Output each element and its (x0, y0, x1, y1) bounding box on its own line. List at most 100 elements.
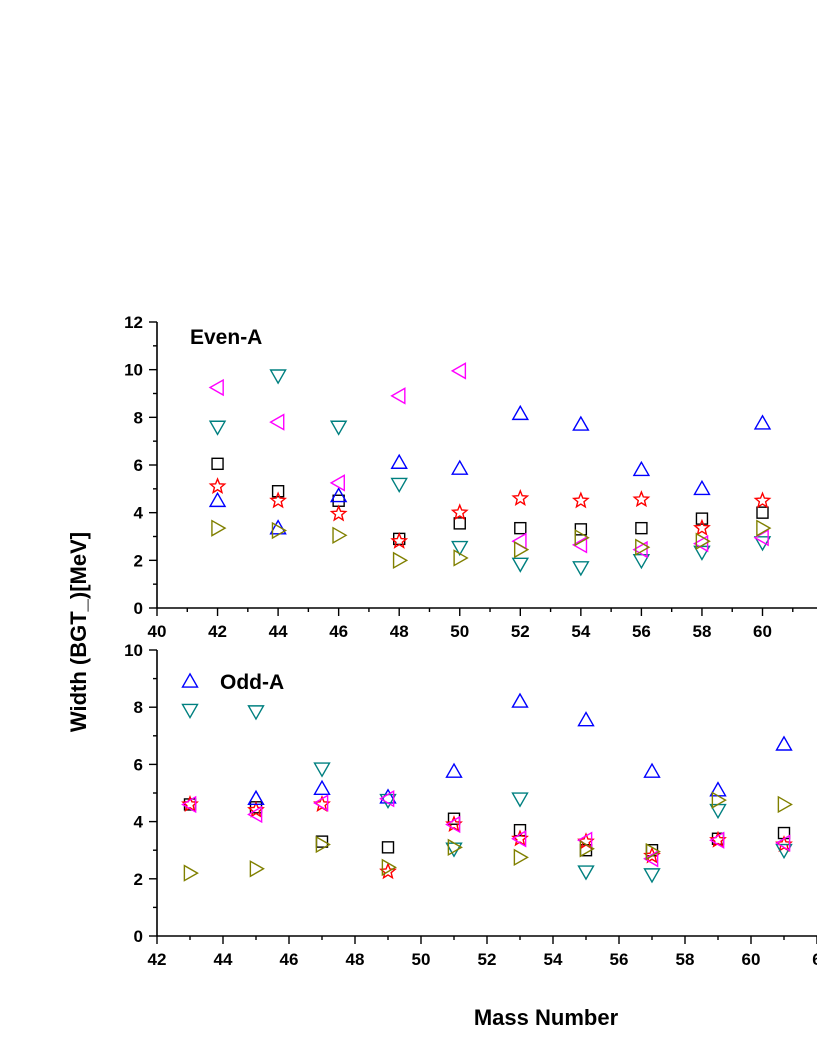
even-point-star (450, 503, 469, 521)
odd-point-tri_down (643, 868, 661, 884)
odd-point-tri_right (579, 840, 595, 858)
even-series-square (211, 457, 769, 546)
even-point-tri_right (271, 521, 288, 540)
even-point-tri_left (450, 362, 467, 380)
even-point-tri_up (451, 459, 469, 475)
even-point-tri_right (635, 538, 651, 556)
even-point-star (753, 491, 772, 509)
odd-point-tri_down (313, 762, 331, 778)
odd-series-tri_down (181, 703, 793, 884)
even-point-tri_down (572, 561, 590, 577)
odd-series-star (181, 795, 793, 880)
odd-x-tick-label: 50 (412, 950, 431, 969)
even-point-star (571, 491, 590, 509)
even-x-tick-label: 42 (208, 622, 227, 641)
odd-point-tri_up (247, 789, 265, 806)
odd-point-tri_down (181, 703, 199, 719)
even-point-tri_down (390, 477, 408, 493)
odd-x-tick-label: 58 (676, 950, 695, 969)
odd-point-tri_left (775, 834, 791, 852)
odd-x-tick-label: 46 (280, 950, 299, 969)
even-point-tri_left (632, 540, 648, 559)
odd-x-tick-label: 48 (346, 950, 365, 969)
even-point-tri_right (332, 526, 348, 545)
odd-x-tick-label: 56 (610, 950, 629, 969)
even-x-tick-label: 44 (269, 622, 288, 641)
odd-y-tick-label: 0 (134, 927, 143, 946)
odd-y-tick-label: 10 (124, 641, 143, 660)
even-y-tick-label: 4 (134, 504, 144, 523)
odd-point-tri_up (577, 711, 595, 727)
odd-point-tri_left (709, 831, 725, 849)
even-point-tri_left (390, 387, 406, 405)
even-point-tri_left (208, 378, 224, 397)
odd-x-tick-label: 44 (214, 950, 233, 969)
odd-y-tick-label: 4 (134, 813, 144, 832)
odd-point-tri_right (777, 795, 793, 814)
even-point-square (574, 523, 588, 536)
even-series-tri_left (208, 362, 769, 559)
even-point-tri_down (208, 420, 227, 436)
even-point-tri_left (753, 528, 769, 547)
even-series-tri_up (208, 404, 772, 535)
odd-point-tri_right (183, 864, 199, 882)
odd-point-tri_left (445, 815, 461, 834)
odd-y-tick-label: 6 (134, 755, 143, 774)
even-point-tri_down (269, 369, 287, 385)
even-y-tick-label: 10 (124, 361, 143, 380)
odd-series-tri_left (181, 790, 791, 868)
even-point-star (511, 488, 530, 506)
odd-point-tri_right (315, 835, 331, 854)
even-x-tick-label: 40 (148, 622, 167, 641)
even-point-tri_up (753, 414, 772, 430)
even-x-tick-label: 52 (511, 622, 530, 641)
even-point-tri_left (269, 413, 285, 431)
even-point-tri_up (329, 487, 348, 503)
even-point-tri_down (632, 554, 651, 570)
even-point-star (632, 490, 651, 508)
odd-point-tri_down (247, 705, 265, 721)
even-y-tick-label: 2 (134, 551, 143, 570)
even-point-square (211, 457, 224, 471)
even-series-tri_down (208, 369, 772, 577)
odd-series-square (183, 798, 791, 857)
odd-point-tri_up (511, 692, 529, 708)
even-series-star (208, 477, 772, 549)
even-x-tick-label: 60 (753, 622, 772, 641)
odd-point-tri_left (181, 795, 197, 814)
odd-point-tri_up (775, 735, 793, 751)
odd-point-tri_down (577, 865, 595, 881)
even-point-star (269, 491, 288, 509)
odd-point-tri_up (643, 762, 661, 778)
even-x-tick-label: 50 (450, 622, 469, 641)
even-y-tick-label: 8 (134, 408, 143, 427)
odd-y-tick-label: 8 (134, 698, 143, 717)
panel-odd: 0246810424446485052545658606Odd-A (124, 641, 817, 969)
odd-point-tri_left (379, 790, 395, 808)
odd-point-tri_left (511, 830, 527, 848)
odd-point-tri_left (313, 794, 329, 812)
even-point-tri_right (453, 549, 469, 567)
even-point-tri_up (693, 479, 711, 496)
odd-point-tri_up (181, 672, 199, 688)
even-x-tick-label: 48 (390, 622, 409, 641)
odd-x-tick-label: 6 (812, 950, 817, 969)
even-point-tri_right (392, 551, 409, 570)
even-point-square (514, 521, 527, 535)
even-point-star (693, 518, 711, 536)
even-y-tick-label: 0 (134, 599, 143, 618)
even-panel-label: Even-A (190, 326, 262, 349)
even-point-tri_left (329, 474, 345, 492)
even-point-tri_down (329, 420, 348, 436)
even-x-tick-label: 46 (329, 622, 348, 641)
even-point-star (390, 531, 409, 549)
odd-y-tick-label: 2 (134, 870, 143, 889)
even-point-square (271, 485, 285, 498)
odd-x-tick-label: 60 (742, 950, 761, 969)
odd-panel-label: Odd-A (220, 671, 284, 694)
even-point-tri_up (572, 415, 590, 431)
even-point-tri_right (756, 519, 772, 537)
odd-point-tri_right (249, 860, 265, 878)
even-x-tick-label: 54 (571, 622, 590, 641)
